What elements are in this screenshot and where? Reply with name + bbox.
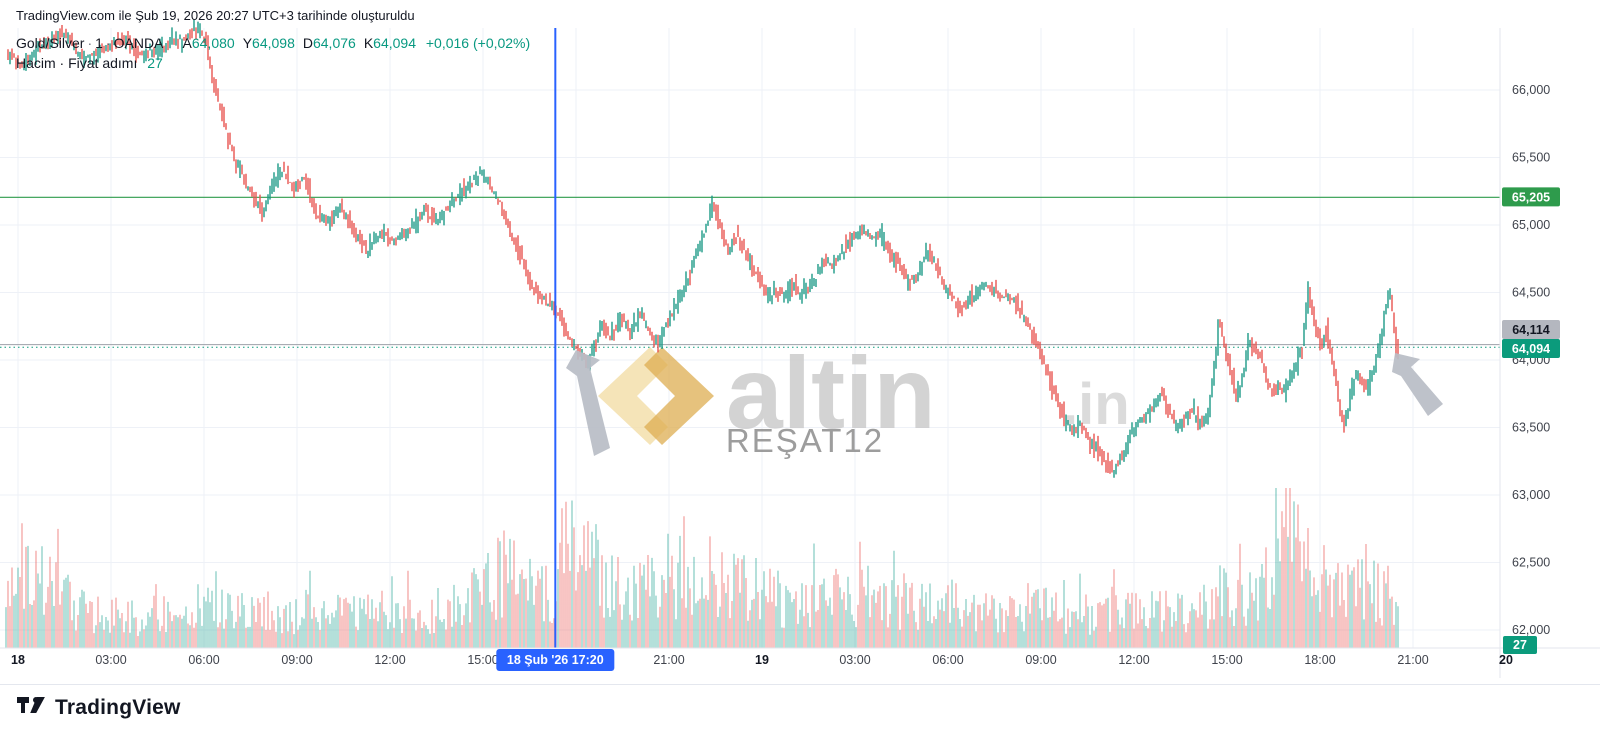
up-arrow-left[interactable] [566,350,610,456]
footer-divider [0,684,1600,685]
price-tick-label[interactable]: 65,500 [1512,151,1550,165]
ohlc-key: K [363,35,374,51]
price-tick-label[interactable]: 62,000 [1512,623,1550,637]
price-badge-64,094[interactable] [1502,339,1560,358]
symbol-header[interactable]: Gold/Silver · 1 · OANDA A64,080 Y64,098 D64,07… [16,35,530,51]
separator-dot: · [87,35,93,51]
ohlc-values: A64,080 Y64,098 D64,076 K64,094 [175,35,416,51]
time-tick-label[interactable]: 15:00 [467,653,498,667]
ohlc-value: 64,076 [312,35,356,51]
time-tick-label[interactable]: 03:00 [839,653,870,667]
candles-down [7,25,1399,474]
change-value: +0,016 (+0,02%) [425,35,531,51]
volume-legend[interactable]: Hacim · Fiyat adımı 27 [16,55,163,71]
date-tick-label[interactable]: 18 [11,653,25,667]
price-badge-64,114[interactable] [1502,320,1560,339]
time-tick-label[interactable]: 15:00 [1211,653,1242,667]
price-badge-label: 64,094 [1512,342,1550,356]
price-tick-label[interactable]: 63,500 [1512,421,1550,435]
time-tick-label[interactable]: 06:00 [932,653,963,667]
price-badge-27[interactable] [1503,636,1537,654]
separator-dot: · [105,35,111,51]
time-tick-label[interactable]: 18:00 [1304,653,1335,667]
time-tick-label[interactable]: 21:00 [653,653,684,667]
volume-legend-label: Hacim · Fiyat adımı [16,55,138,71]
exchange-label: OANDA [113,35,163,51]
tradingview-logo[interactable]: TradingView [16,696,181,720]
time-tick-label[interactable]: 06:00 [188,653,219,667]
price-badge-label: 64,114 [1512,323,1550,337]
price-tick-label[interactable]: 62,500 [1512,556,1550,570]
price-badge-label: 27 [1513,638,1527,652]
price-tick-label[interactable]: 63,000 [1512,488,1550,502]
watermark-username: REŞAT12 [726,422,884,459]
ohlc-key: A [182,35,192,51]
watermark-brand-text: altin [726,336,936,450]
ohlc-key: Y [242,35,253,51]
tradingview-logo-text: TradingView [55,696,181,719]
ohlc-value: 64,080 [191,35,235,51]
candles-up [9,19,1391,478]
watermark-tld-text: .in [1062,372,1130,437]
time-tick-label[interactable]: 12:00 [374,653,405,667]
time-tick-label[interactable]: 12:00 [1118,653,1149,667]
altin-logo-diamond-right [644,347,714,445]
price-tick-label[interactable]: 65,000 [1512,218,1550,232]
time-tick-label[interactable]: 09:00 [281,653,312,667]
volume-bars-down [7,488,1395,648]
time-tick-label[interactable]: 03:00 [95,653,126,667]
ohlc-value: 64,098 [252,35,295,51]
volume-bars-up [5,488,1399,648]
interval-label[interactable]: 1 [95,35,103,51]
time-line-badge[interactable] [496,649,615,671]
ohlc-value: 64,094 [373,35,416,51]
tradingview-logo-icon [17,697,45,713]
price-tick-label[interactable]: 66,000 [1512,83,1550,97]
date-tick-label[interactable]: 20 [1499,653,1513,667]
date-tick-label[interactable]: 19 [755,653,769,667]
ohlc-key: D [302,35,313,51]
volume-legend-value: 27 [147,55,163,71]
price-badge-65,205[interactable] [1502,187,1560,207]
symbol-title[interactable]: Gold/Silver [16,35,85,51]
price-tick-label[interactable]: 64,500 [1512,286,1550,300]
time-tick-label[interactable]: 09:00 [1025,653,1056,667]
attribution-text: TradingView.com ile Şub 19, 2026 20:27 U… [16,8,415,23]
time-tick-label[interactable]: 21:00 [1397,653,1428,667]
up-arrow-right[interactable] [1392,353,1443,416]
price-badge-label: 65,205 [1512,190,1550,204]
time-line-badge-label: 18 Şub '26 17:20 [507,653,604,667]
